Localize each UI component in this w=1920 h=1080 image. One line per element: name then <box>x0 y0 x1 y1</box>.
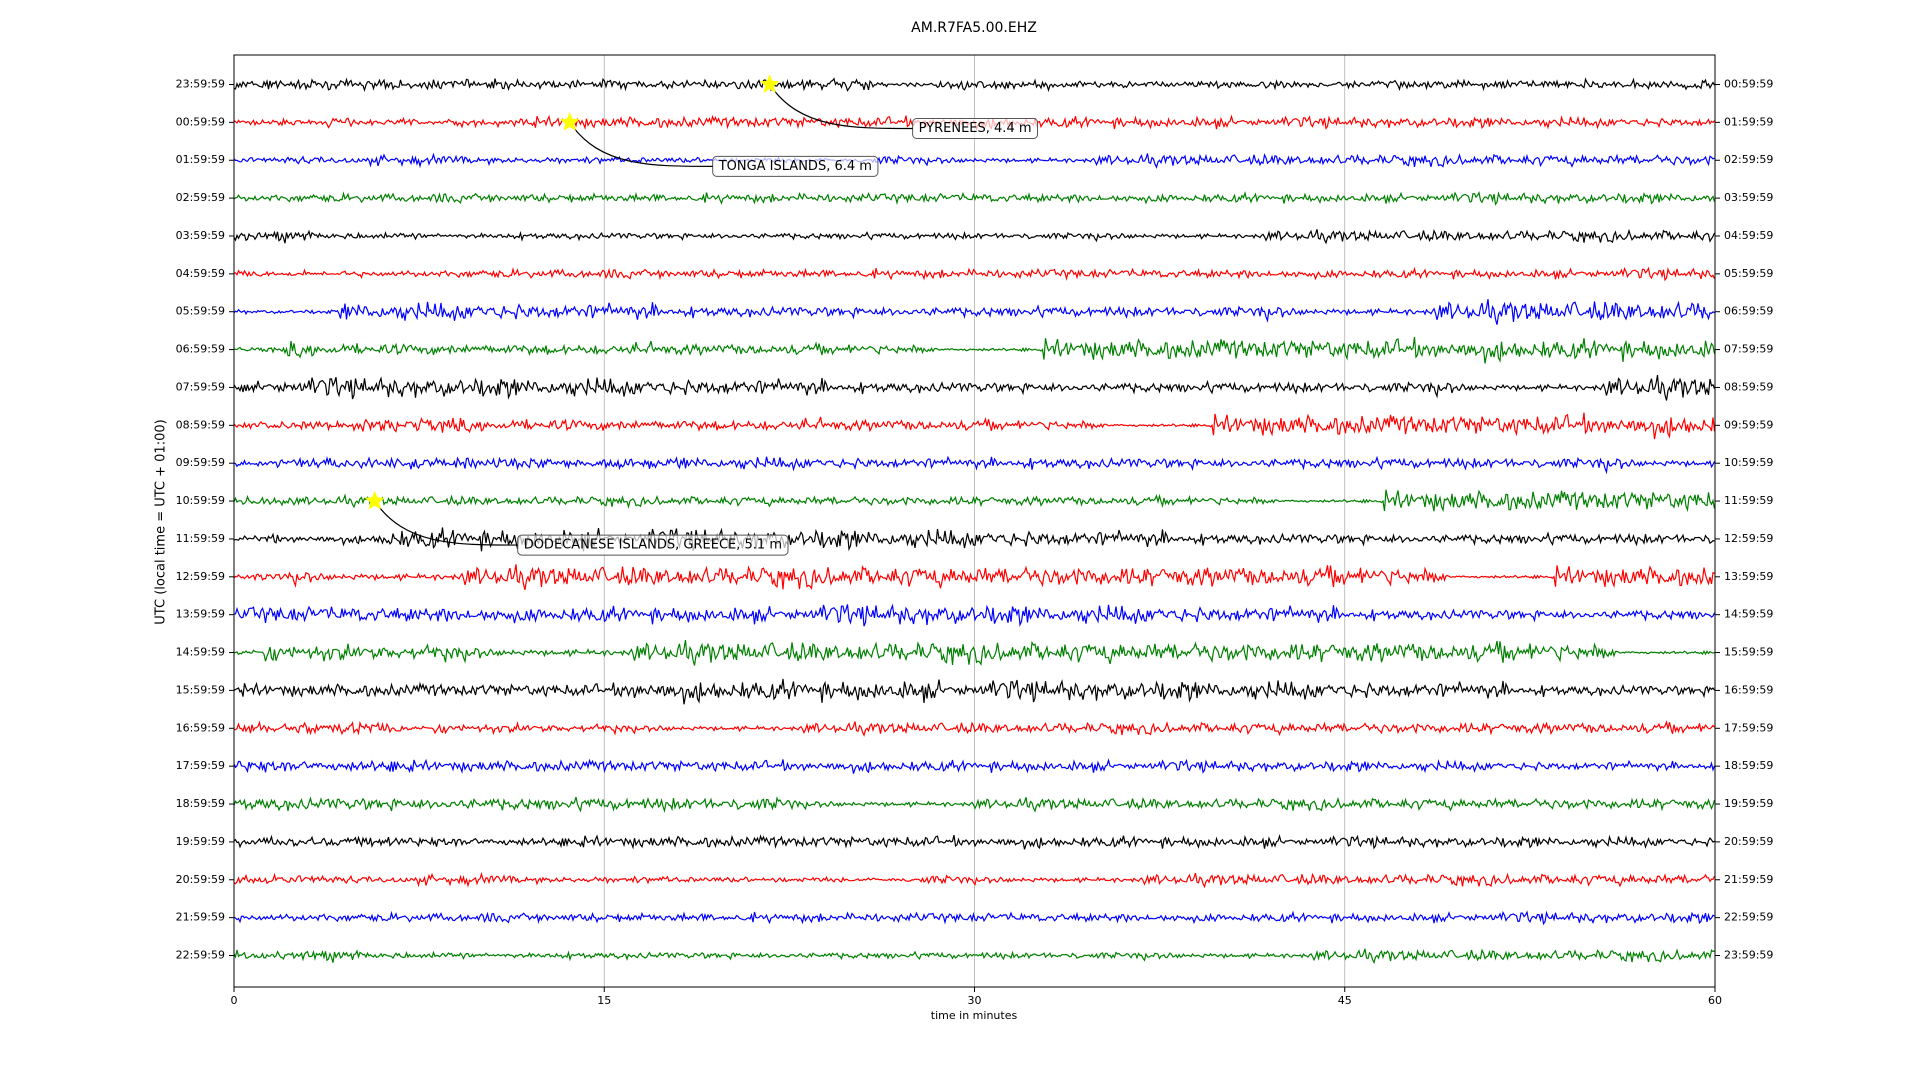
y2-tick-label: 13:59:59 <box>1724 570 1773 583</box>
y-tick-label: 02:59:59 <box>176 191 225 204</box>
x-tick-label: 60 <box>1708 994 1722 1007</box>
trace <box>233 678 1715 705</box>
trace <box>233 564 1715 591</box>
y-tick-label: 16:59:59 <box>176 721 225 734</box>
plot-frame <box>233 54 1716 988</box>
trace <box>233 489 1716 513</box>
y2-tick-label: 06:59:59 <box>1724 305 1773 318</box>
x-tick-label: 30 <box>968 994 982 1007</box>
event-star <box>559 112 580 131</box>
trace <box>233 77 1716 93</box>
trace <box>233 720 1715 737</box>
x-tick-label: 15 <box>597 994 611 1007</box>
trace <box>233 948 1715 965</box>
trace <box>233 455 1716 475</box>
y-tick-label: 22:59:59 <box>176 949 225 962</box>
y2-tick-label: 16:59:59 <box>1724 683 1773 696</box>
trace <box>233 603 1716 627</box>
y-tick-label: 20:59:59 <box>176 873 225 886</box>
y-tick-label: 17:59:59 <box>176 759 225 772</box>
y2-tick-label: 09:59:59 <box>1724 418 1773 431</box>
y2-tick-label: 21:59:59 <box>1724 873 1773 886</box>
trace <box>233 872 1716 889</box>
trace <box>233 833 1715 850</box>
x-tick-label: 45 <box>1338 994 1352 1007</box>
y-tick-label: 00:59:59 <box>176 115 225 128</box>
y-tick-label: 12:59:59 <box>176 570 225 583</box>
y-tick-label: 23:59:59 <box>176 78 225 91</box>
trace <box>233 796 1716 813</box>
trace <box>233 336 1716 364</box>
y2-tick-label: 07:59:59 <box>1724 343 1773 356</box>
event-arrow <box>569 122 713 167</box>
y2-tick-label: 02:59:59 <box>1724 153 1773 166</box>
y2-tick-label: 03:59:59 <box>1724 191 1773 204</box>
y2-tick-label: 04:59:59 <box>1724 229 1773 242</box>
x-tick-label: 0 <box>231 994 238 1007</box>
y2-tick-label: 19:59:59 <box>1724 797 1773 810</box>
y-tick-label: 01:59:59 <box>176 153 225 166</box>
y2-tick-label: 00:59:59 <box>1724 78 1773 91</box>
y-tick-label: 14:59:59 <box>176 646 225 659</box>
y-tick-label: 04:59:59 <box>176 267 225 280</box>
trace <box>233 190 1716 206</box>
y2-tick-label: 12:59:59 <box>1724 532 1773 545</box>
y2-tick-label: 08:59:59 <box>1724 380 1773 393</box>
event-star <box>759 74 780 93</box>
y2-tick-label: 14:59:59 <box>1724 608 1773 621</box>
trace <box>233 910 1715 926</box>
trace <box>233 639 1715 666</box>
y2-tick-label: 22:59:59 <box>1724 911 1773 924</box>
y2-tick-label: 18:59:59 <box>1724 759 1773 772</box>
y-tick-label: 05:59:59 <box>176 305 225 318</box>
trace <box>233 412 1716 440</box>
trace <box>233 374 1716 401</box>
trace <box>233 228 1716 245</box>
y-tick-label: 10:59:59 <box>176 494 225 507</box>
y2-tick-label: 05:59:59 <box>1724 267 1773 280</box>
event-label: PYRENEES, 4.4 m <box>919 121 1032 136</box>
trace <box>233 299 1715 325</box>
y-tick-label: 03:59:59 <box>176 229 225 242</box>
y-tick-label: 09:59:59 <box>176 456 225 469</box>
trace <box>233 758 1716 774</box>
y2-tick-label: 17:59:59 <box>1724 721 1773 734</box>
y2-tick-label: 23:59:59 <box>1724 949 1773 962</box>
y-tick-label: 21:59:59 <box>176 911 225 924</box>
y2-tick-label: 01:59:59 <box>1724 115 1773 128</box>
event-arrow <box>769 84 913 130</box>
event-arrow <box>374 500 518 546</box>
event-label: TONGA ISLANDS, 6.4 m <box>718 159 872 174</box>
event-label: DODECANESE ISLANDS, GREECE, 5.1 m <box>524 538 782 553</box>
chart-title: AM.R7FA5.00.EHZ <box>911 20 1037 36</box>
trace <box>233 152 1715 169</box>
y2-tick-label: 11:59:59 <box>1724 494 1773 507</box>
y-tick-label: 08:59:59 <box>176 418 225 431</box>
y-tick-label: 06:59:59 <box>176 343 225 356</box>
y-tick-label: 11:59:59 <box>176 532 225 545</box>
y-tick-label: 15:59:59 <box>176 683 225 696</box>
y-axis-label: UTC (local time = UTC + 01:00) <box>154 419 169 624</box>
trace <box>233 527 1715 552</box>
event-star <box>364 490 385 510</box>
trace <box>233 266 1716 282</box>
y2-tick-label: 10:59:59 <box>1724 456 1773 469</box>
y2-tick-label: 15:59:59 <box>1724 646 1773 659</box>
y-tick-label: 07:59:59 <box>176 380 225 393</box>
y-tick-label: 19:59:59 <box>176 835 225 848</box>
y-tick-label: 13:59:59 <box>176 608 225 621</box>
x-axis-label: time in minutes <box>931 1009 1018 1022</box>
y2-tick-label: 20:59:59 <box>1724 835 1773 848</box>
y-tick-label: 18:59:59 <box>176 797 225 810</box>
